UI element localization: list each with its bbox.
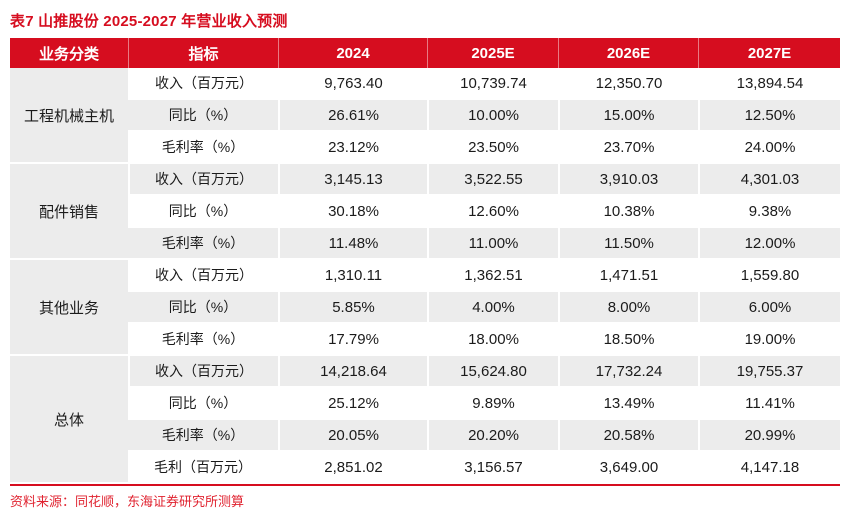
- metric-label: 同比（%）: [128, 196, 278, 228]
- value-cell: 11.41%: [698, 388, 840, 420]
- value-cell: 4.00%: [427, 292, 558, 324]
- value-cell: 1,471.51: [558, 260, 698, 292]
- table-row: 同比（%） 5.85% 4.00% 8.00% 6.00%: [10, 292, 840, 324]
- value-cell: 23.50%: [427, 132, 558, 164]
- value-cell: 13,894.54: [698, 68, 840, 100]
- value-cell: 20.99%: [698, 420, 840, 452]
- value-cell: 24.00%: [698, 132, 840, 164]
- value-cell: 10,739.74: [427, 68, 558, 100]
- value-cell: 1,362.51: [427, 260, 558, 292]
- value-cell: 26.61%: [278, 100, 427, 132]
- value-cell: 11.50%: [558, 228, 698, 260]
- value-cell: 1,310.11: [278, 260, 427, 292]
- table-header-row: 业务分类 指标 2024 2025E 2026E 2027E: [10, 38, 840, 68]
- value-cell: 23.70%: [558, 132, 698, 164]
- value-cell: 3,910.03: [558, 164, 698, 196]
- table-row: 毛利率（%） 17.79% 18.00% 18.50% 19.00%: [10, 324, 840, 356]
- revenue-forecast-table: 业务分类 指标 2024 2025E 2026E 2027E 工程机械主机 收入…: [10, 38, 840, 484]
- value-cell: 15,624.80: [427, 356, 558, 388]
- metric-label: 收入（百万元）: [128, 164, 278, 196]
- category-cell-parts: 配件销售: [10, 164, 128, 260]
- value-cell: 18.00%: [427, 324, 558, 356]
- value-cell: 3,145.13: [278, 164, 427, 196]
- value-cell: 8.00%: [558, 292, 698, 324]
- value-cell: 23.12%: [278, 132, 427, 164]
- value-cell: 12,350.70: [558, 68, 698, 100]
- value-cell: 10.00%: [427, 100, 558, 132]
- value-cell: 18.50%: [558, 324, 698, 356]
- value-cell: 6.00%: [698, 292, 840, 324]
- column-header-2024: 2024: [278, 38, 427, 68]
- table-bottom-rule: [10, 484, 840, 486]
- table-row: 毛利率（%） 11.48% 11.00% 11.50% 12.00%: [10, 228, 840, 260]
- column-header-2025e: 2025E: [427, 38, 558, 68]
- value-cell: 12.60%: [427, 196, 558, 228]
- metric-label: 收入（百万元）: [128, 68, 278, 100]
- metric-label: 毛利（百万元）: [128, 452, 278, 484]
- metric-label: 收入（百万元）: [128, 260, 278, 292]
- value-cell: 3,156.57: [427, 452, 558, 484]
- table-row: 毛利率（%） 20.05% 20.20% 20.58% 20.99%: [10, 420, 840, 452]
- column-header-business-category: 业务分类: [10, 38, 128, 68]
- table-row: 配件销售 收入（百万元） 3,145.13 3,522.55 3,910.03 …: [10, 164, 840, 260]
- table-title: 表7 山推股份 2025-2027 年营业收入预测: [10, 13, 288, 30]
- value-cell: 5.85%: [278, 292, 427, 324]
- value-cell: 12.00%: [698, 228, 840, 260]
- value-cell: 17,732.24: [558, 356, 698, 388]
- value-cell: 25.12%: [278, 388, 427, 420]
- table-row: 毛利率（%） 23.12% 23.50% 23.70% 24.00%: [10, 132, 840, 164]
- value-cell: 14,218.64: [278, 356, 427, 388]
- table-row: 同比（%） 25.12% 9.89% 13.49% 11.41%: [10, 388, 840, 420]
- category-cell-machinery: 工程机械主机: [10, 68, 128, 164]
- metric-label: 毛利率（%）: [128, 324, 278, 356]
- value-cell: 19,755.37: [698, 356, 840, 388]
- value-cell: 12.50%: [698, 100, 840, 132]
- column-header-metric: 指标: [128, 38, 278, 68]
- value-cell: 10.38%: [558, 196, 698, 228]
- table-row: 同比（%） 30.18% 12.60% 10.38% 9.38%: [10, 196, 840, 228]
- table-row: 工程机械主机 收入（百万元） 9,763.40 10,739.74 12,350…: [10, 68, 840, 164]
- column-header-2026e: 2026E: [558, 38, 698, 68]
- value-cell: 17.79%: [278, 324, 427, 356]
- value-cell: 3,649.00: [558, 452, 698, 484]
- value-cell: 11.00%: [427, 228, 558, 260]
- value-cell: 4,147.18: [698, 452, 840, 484]
- category-cell-other: 其他业务: [10, 260, 128, 356]
- value-cell: 19.00%: [698, 324, 840, 356]
- value-cell: 30.18%: [278, 196, 427, 228]
- value-cell: 9.89%: [427, 388, 558, 420]
- value-cell: 1,559.80: [698, 260, 840, 292]
- value-cell: 20.20%: [427, 420, 558, 452]
- category-cell-total: 总体: [10, 356, 128, 484]
- metric-label: 毛利率（%）: [128, 132, 278, 164]
- table-row: 同比（%） 26.61% 10.00% 15.00% 12.50%: [10, 100, 840, 132]
- metric-label: 毛利率（%）: [128, 420, 278, 452]
- table-row: 毛利（百万元） 2,851.02 3,156.57 3,649.00 4,147…: [10, 452, 840, 484]
- value-cell: 13.49%: [558, 388, 698, 420]
- table-row: 总体 收入（百万元） 14,218.64 15,624.80 17,732.24…: [10, 356, 840, 484]
- value-cell: 15.00%: [558, 100, 698, 132]
- value-cell: 3,522.55: [427, 164, 558, 196]
- metric-label: 同比（%）: [128, 292, 278, 324]
- metric-label: 收入（百万元）: [128, 356, 278, 388]
- value-cell: 2,851.02: [278, 452, 427, 484]
- value-cell: 4,301.03: [698, 164, 840, 196]
- value-cell: 11.48%: [278, 228, 427, 260]
- metric-label: 毛利率（%）: [128, 228, 278, 260]
- metric-label: 同比（%）: [128, 100, 278, 132]
- value-cell: 9,763.40: [278, 68, 427, 100]
- source-note: 资料来源：同花顺，东海证券研究所测算: [10, 494, 245, 509]
- value-cell: 9.38%: [698, 196, 840, 228]
- metric-label: 同比（%）: [128, 388, 278, 420]
- table-row: 其他业务 收入（百万元） 1,310.11 1,362.51 1,471.51 …: [10, 260, 840, 356]
- value-cell: 20.58%: [558, 420, 698, 452]
- value-cell: 20.05%: [278, 420, 427, 452]
- column-header-2027e: 2027E: [698, 38, 840, 68]
